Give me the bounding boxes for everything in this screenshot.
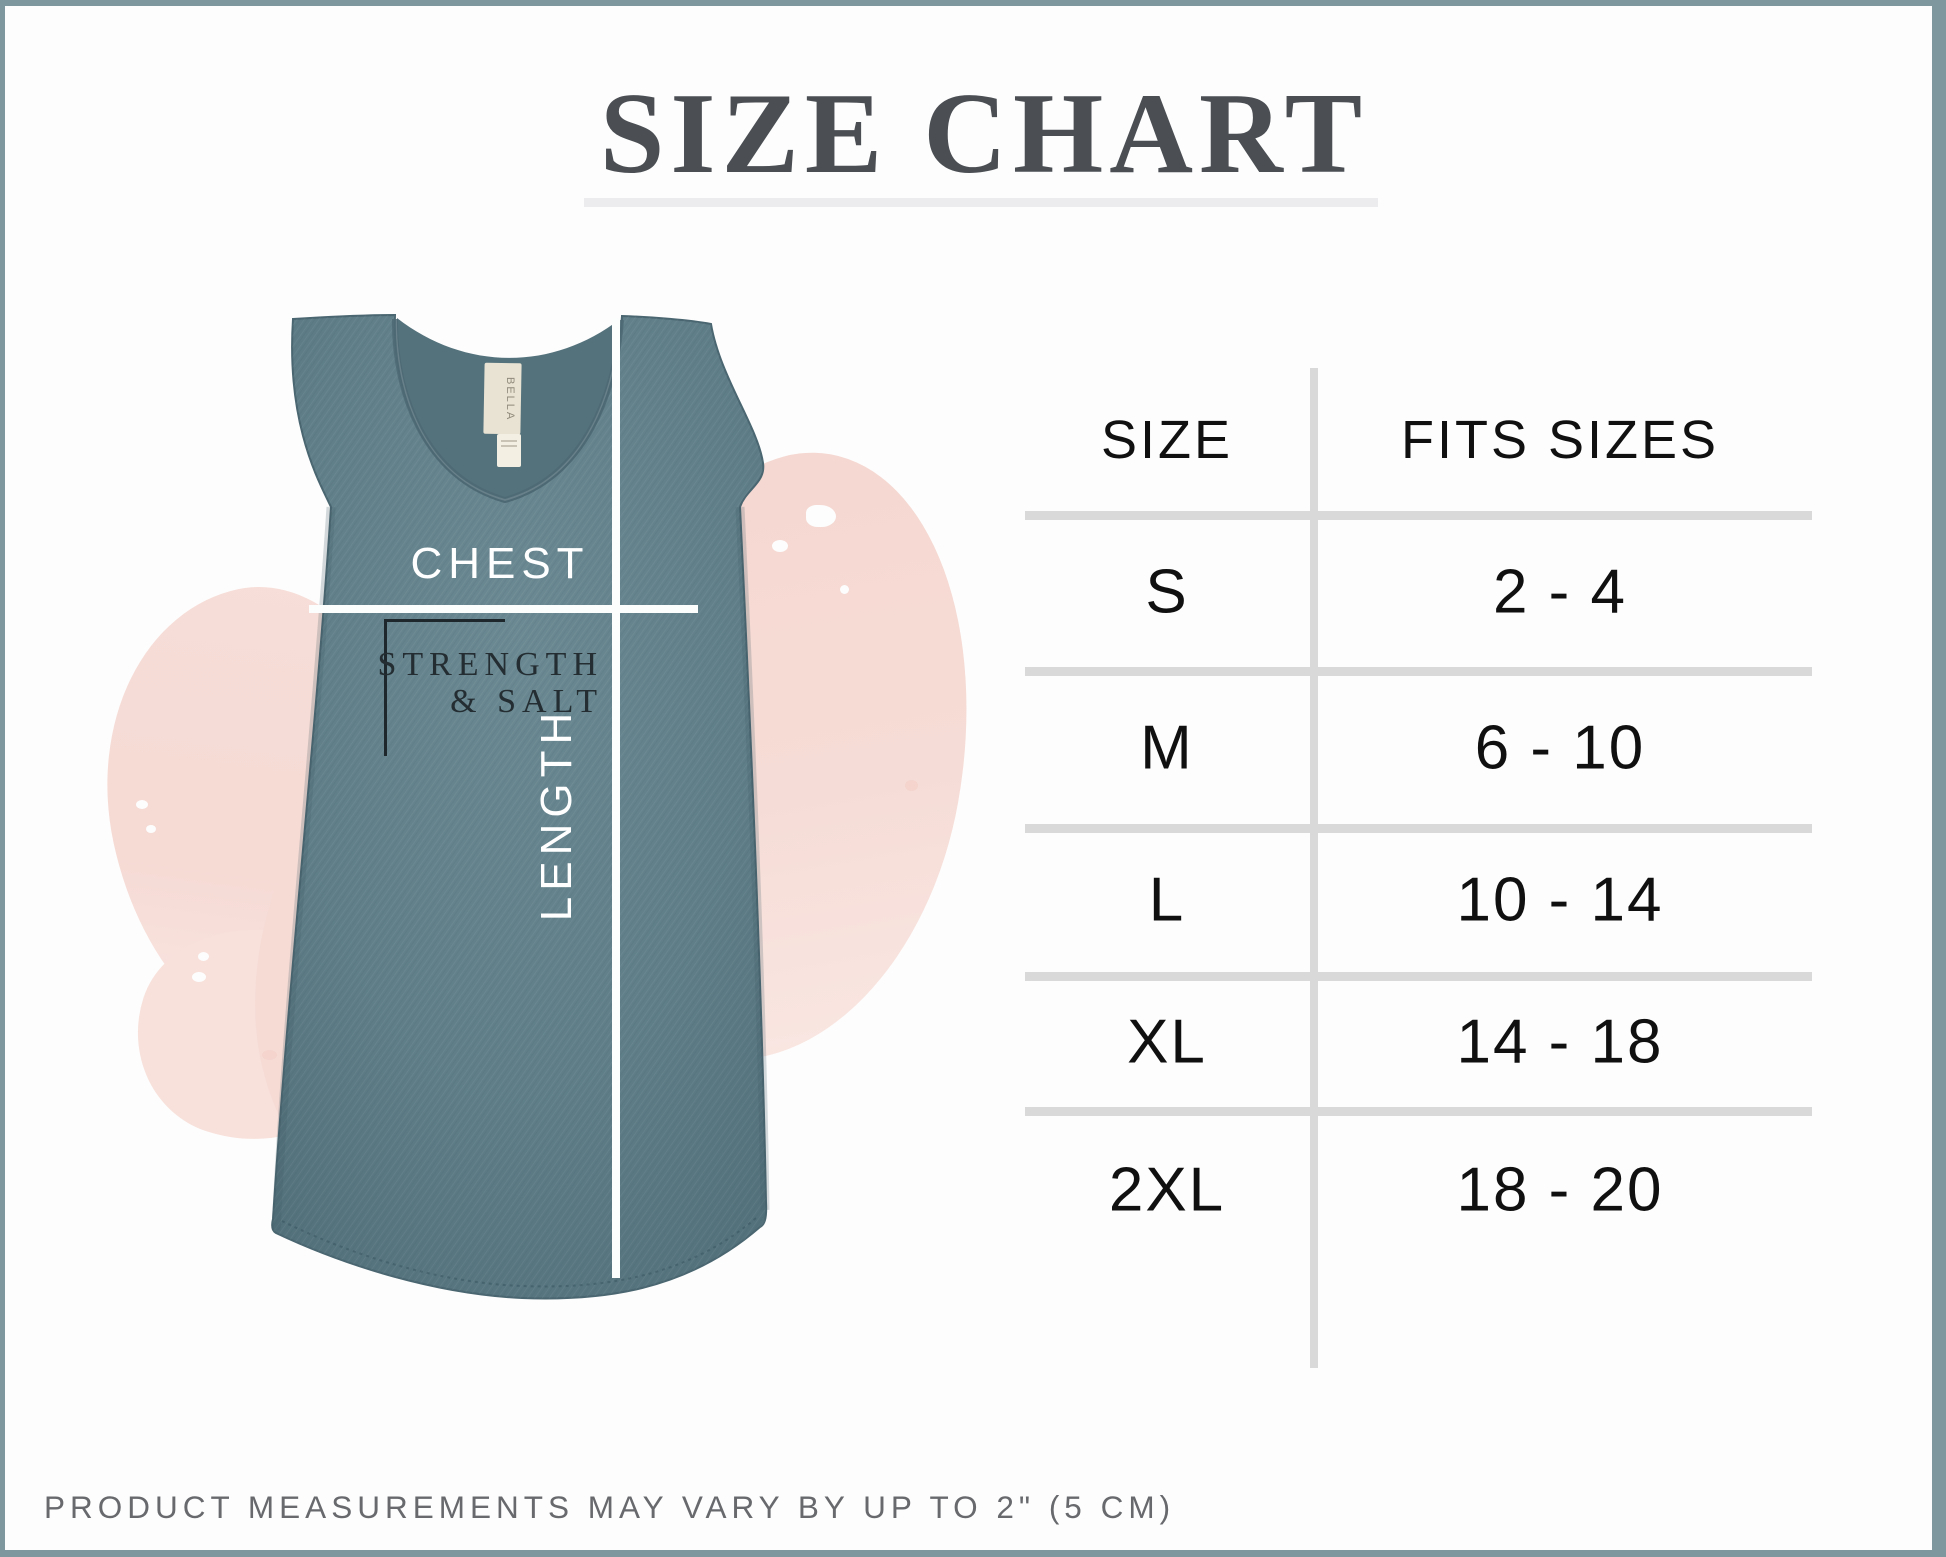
splash-speck bbox=[198, 952, 209, 961]
shirt-design-text: STRENGTH & SALT bbox=[303, 646, 603, 720]
title-underline bbox=[584, 198, 1378, 207]
fits-cell: 10 - 14 bbox=[1456, 865, 1664, 935]
chest-measure-line bbox=[309, 605, 698, 613]
fits-cell: 18 - 20 bbox=[1456, 1155, 1664, 1225]
table-header-size: SIZE bbox=[1100, 410, 1234, 470]
table-row-divider bbox=[1025, 972, 1812, 981]
hem-stitch bbox=[281, 1217, 757, 1288]
footnote: PRODUCT MEASUREMENTS MAY VARY BY UP TO 2… bbox=[44, 1489, 1176, 1525]
splash-speck bbox=[136, 800, 148, 809]
fits-cell: 6 - 10 bbox=[1474, 713, 1646, 783]
collar-binding bbox=[391, 318, 624, 504]
chest-label: CHEST bbox=[410, 539, 590, 588]
splash-dot bbox=[905, 780, 918, 791]
table-header-fits-sizes: FITS SIZES bbox=[1400, 410, 1720, 470]
shirt-design-line1: STRENGTH bbox=[377, 646, 603, 683]
size-cell: L bbox=[1148, 865, 1186, 935]
table-row-divider bbox=[1025, 1107, 1812, 1116]
splash-speck bbox=[806, 505, 836, 527]
splash-speck bbox=[840, 585, 849, 594]
design-bracket-vertical bbox=[384, 619, 387, 756]
table-column-divider bbox=[1310, 368, 1318, 1368]
table-row-divider bbox=[1025, 824, 1812, 833]
tank-body-texture bbox=[272, 315, 767, 1299]
neck-tag: BELLA bbox=[483, 362, 522, 467]
design-bracket-horizontal bbox=[385, 619, 505, 622]
splash-speck bbox=[772, 540, 788, 552]
length-label: LENGTH bbox=[532, 706, 581, 922]
size-cell: 2XL bbox=[1108, 1155, 1226, 1225]
size-cell: M bbox=[1140, 713, 1194, 783]
tank-top-image: BELLA bbox=[270, 305, 770, 1305]
splash-speck bbox=[192, 972, 206, 982]
size-cell: XL bbox=[1127, 1007, 1207, 1077]
fits-cell: 14 - 18 bbox=[1456, 1007, 1664, 1077]
splash-speck bbox=[146, 825, 156, 833]
table-row-divider bbox=[1025, 511, 1812, 520]
length-measure-line bbox=[612, 318, 620, 1278]
page-title: SIZE CHART bbox=[599, 70, 1369, 198]
size-cell: S bbox=[1145, 557, 1189, 627]
tank-top-svg: BELLA bbox=[271, 313, 770, 1300]
brand-tag-text: BELLA bbox=[504, 377, 516, 421]
side-shadow-right bbox=[735, 506, 770, 1211]
shirt-design-line2: & SALT bbox=[450, 683, 603, 720]
splash-dot bbox=[262, 1050, 277, 1060]
table-row-divider bbox=[1025, 667, 1812, 676]
fits-cell: 2 - 4 bbox=[1492, 557, 1628, 627]
